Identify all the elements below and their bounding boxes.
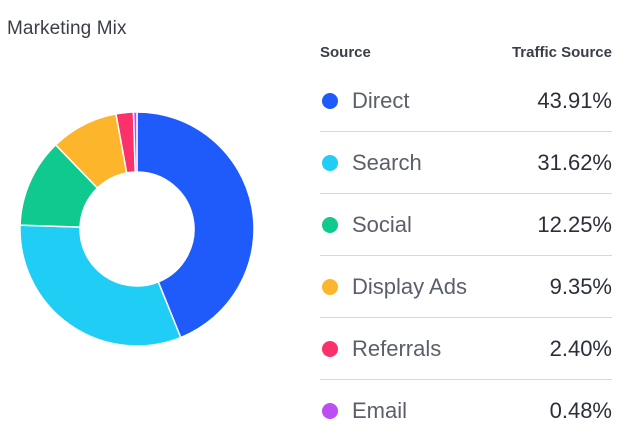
legend-label: Display Ads: [352, 273, 467, 299]
legend-dot-icon: [322, 154, 338, 171]
legend-source: Social: [320, 212, 412, 238]
legend-dot-icon: [322, 402, 338, 419]
legend-label: Direct: [352, 87, 410, 113]
legend-source: Referrals: [320, 336, 441, 362]
legend-label: Search: [352, 149, 422, 175]
legend-row-social[interactable]: Social 12.25%: [320, 193, 612, 255]
legend-value: 43.91%: [537, 87, 612, 113]
legend-label: Social: [352, 211, 412, 237]
legend-label: Email: [352, 397, 408, 423]
legend-source: Display Ads: [320, 274, 467, 300]
legend-table: Source Traffic Source Direct 43.91% Search…: [320, 44, 612, 441]
slice-direct[interactable]: [136, 111, 255, 339]
source-column-header: Source: [320, 44, 371, 61]
legend-dot-icon: [322, 278, 338, 295]
legend-value: 2.40%: [549, 335, 612, 361]
legend-row-email[interactable]: Email 0.48%: [320, 379, 612, 441]
legend-source: Search: [320, 150, 422, 176]
legend-value: 9.35%: [549, 273, 612, 299]
legend-header: Source Traffic Source: [320, 44, 612, 70]
legend-row-search[interactable]: Search 31.62%: [320, 131, 612, 193]
legend-row-referrals[interactable]: Referrals 2.40%: [320, 317, 612, 379]
legend-label: Referrals: [352, 335, 442, 361]
chart-title: Marketing Mix: [7, 18, 127, 39]
donut-svg: [19, 111, 255, 347]
legend-rows: Direct 43.91% Search 31.62% Social 12.25% Disp…: [320, 70, 612, 441]
legend-value: 31.62%: [537, 149, 612, 175]
legend-dot-icon: [322, 92, 338, 109]
slice-search[interactable]: [19, 224, 182, 347]
legend-dot-icon: [322, 216, 338, 233]
legend-dot-icon: [322, 340, 338, 357]
legend-value: 0.48%: [549, 397, 612, 423]
slice-email[interactable]: [132, 111, 138, 173]
legend-row-direct[interactable]: Direct 43.91%: [320, 70, 612, 131]
value-column-header: Traffic Source: [511, 44, 612, 61]
legend-source: Email: [320, 398, 407, 424]
legend-value: 12.25%: [537, 211, 612, 237]
donut-chart: [0, 95, 280, 375]
legend-source: Direct: [320, 88, 409, 114]
legend-row-display-ads[interactable]: Display Ads 9.35%: [320, 255, 612, 317]
